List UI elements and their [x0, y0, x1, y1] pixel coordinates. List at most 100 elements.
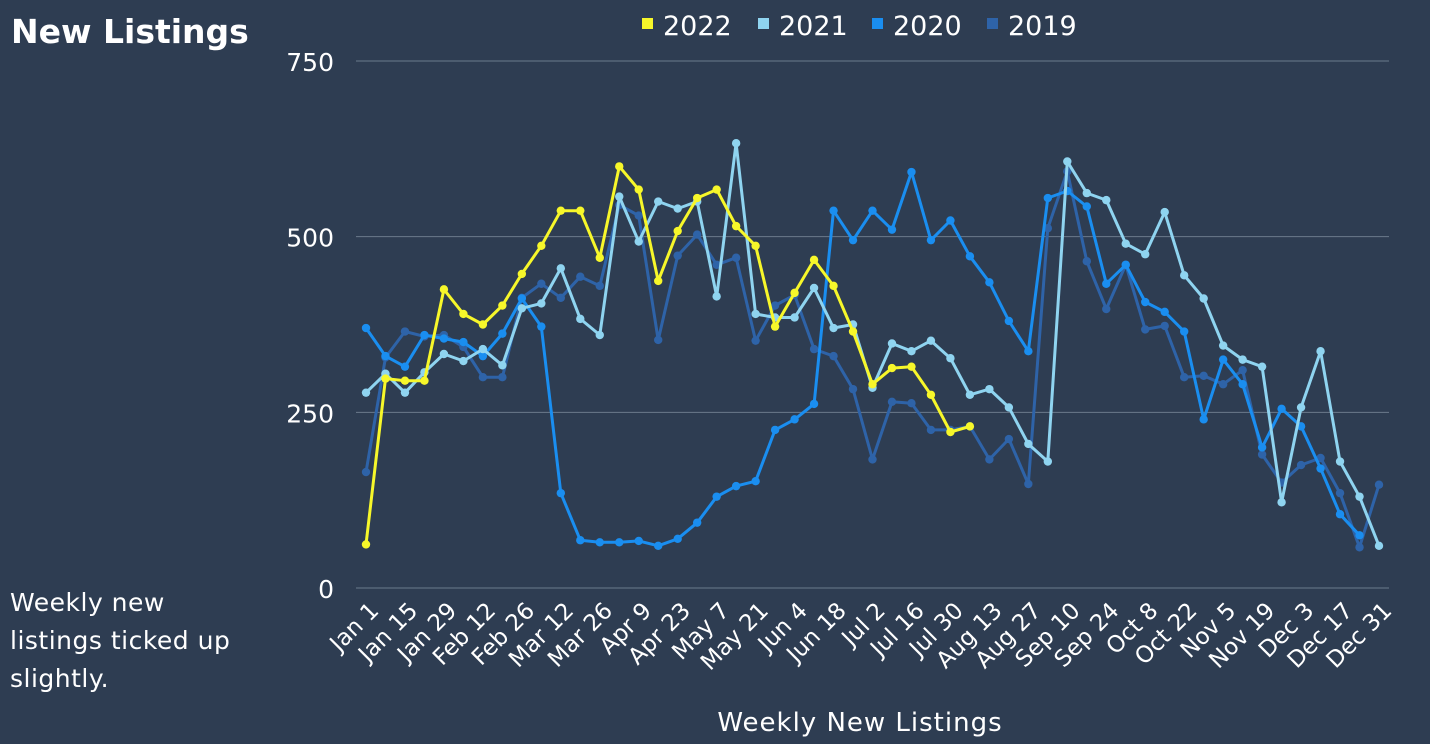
data-point [615, 192, 624, 201]
legend-item-2019: 2019 [987, 11, 1077, 42]
data-point [712, 185, 721, 194]
data-point [1316, 464, 1325, 473]
data-point [634, 237, 643, 246]
data-point [1082, 257, 1091, 266]
data-point [576, 536, 585, 545]
data-point [809, 344, 819, 354]
data-point [926, 235, 936, 245]
data-point [1160, 321, 1169, 331]
data-point [615, 538, 624, 547]
data-point [1238, 355, 1247, 364]
data-point [985, 384, 994, 394]
data-point [1024, 479, 1033, 489]
y-tick-label: 750 [286, 48, 334, 77]
data-point [439, 334, 449, 343]
data-point [654, 541, 663, 551]
data-point [459, 356, 468, 366]
data-point [673, 534, 682, 544]
data-point [478, 344, 488, 354]
data-point [400, 327, 410, 336]
data-point [1179, 271, 1189, 280]
y-axis-ticks: 0 250 500 750 [286, 48, 334, 604]
data-point [381, 374, 390, 383]
data-point [731, 253, 741, 262]
data-point [887, 397, 897, 406]
y-tick-label: 250 [286, 399, 334, 428]
data-point [420, 376, 429, 385]
legend-item-2021: 2021 [758, 11, 848, 42]
data-point [478, 320, 488, 329]
data-point [907, 347, 916, 356]
data-point [829, 206, 838, 215]
data-point [965, 422, 975, 431]
data-point [751, 476, 760, 486]
series-line-2020 [364, 170, 1361, 548]
legend-swatch [642, 18, 653, 29]
legend-label: 2021 [779, 11, 848, 42]
data-point [595, 538, 604, 547]
data-point [946, 216, 955, 225]
legend-item-2022: 2022 [642, 11, 732, 42]
data-point [1063, 157, 1072, 166]
data-point [1141, 297, 1150, 307]
data-point [556, 488, 566, 498]
data-point [1121, 239, 1130, 248]
data-point [537, 299, 546, 308]
data-point [1160, 207, 1169, 217]
data-point [907, 362, 916, 371]
data-point [1296, 460, 1306, 470]
y-tick-label: 500 [286, 224, 334, 253]
data-point [615, 162, 624, 171]
data-point [439, 285, 449, 294]
data-point [829, 351, 838, 361]
data-point [420, 330, 429, 340]
data-point [751, 241, 760, 251]
data-point [712, 492, 721, 501]
data-point [1043, 457, 1053, 466]
data-point [751, 309, 760, 319]
data-point [361, 467, 371, 477]
data-point [1218, 380, 1228, 389]
data-point [576, 206, 585, 215]
data-point [517, 269, 527, 279]
data-point [712, 260, 721, 269]
data-point [1218, 341, 1228, 350]
data-point [556, 264, 566, 273]
data-point [1238, 365, 1247, 375]
data-point [790, 415, 799, 424]
data-point [1335, 510, 1345, 519]
data-point [965, 390, 975, 399]
y-tick-label: 0 [318, 575, 334, 604]
page-title: New Listings [11, 12, 249, 51]
data-point [985, 278, 994, 287]
data-point [1004, 403, 1014, 412]
data-point [770, 425, 780, 435]
data-point [517, 294, 527, 303]
data-point [1043, 193, 1053, 203]
data-point [868, 380, 877, 389]
data-point [478, 373, 488, 382]
data-point [985, 455, 994, 464]
data-point [907, 167, 916, 177]
data-point [556, 206, 566, 215]
data-point [537, 279, 546, 288]
series-2020 [361, 167, 1364, 551]
data-point [1218, 355, 1228, 364]
legend-label: 2020 [893, 11, 962, 42]
series-2019 [361, 167, 1384, 552]
data-point [1257, 450, 1267, 459]
data-point [1082, 188, 1091, 198]
data-point [887, 225, 897, 234]
data-point [1199, 294, 1208, 303]
data-point [498, 301, 507, 310]
data-point [1141, 250, 1150, 259]
data-point [1355, 543, 1364, 552]
data-point [517, 304, 527, 313]
data-point [634, 536, 643, 546]
data-point [595, 281, 604, 291]
data-point [848, 384, 858, 394]
data-point [361, 323, 371, 333]
data-point [459, 337, 468, 347]
